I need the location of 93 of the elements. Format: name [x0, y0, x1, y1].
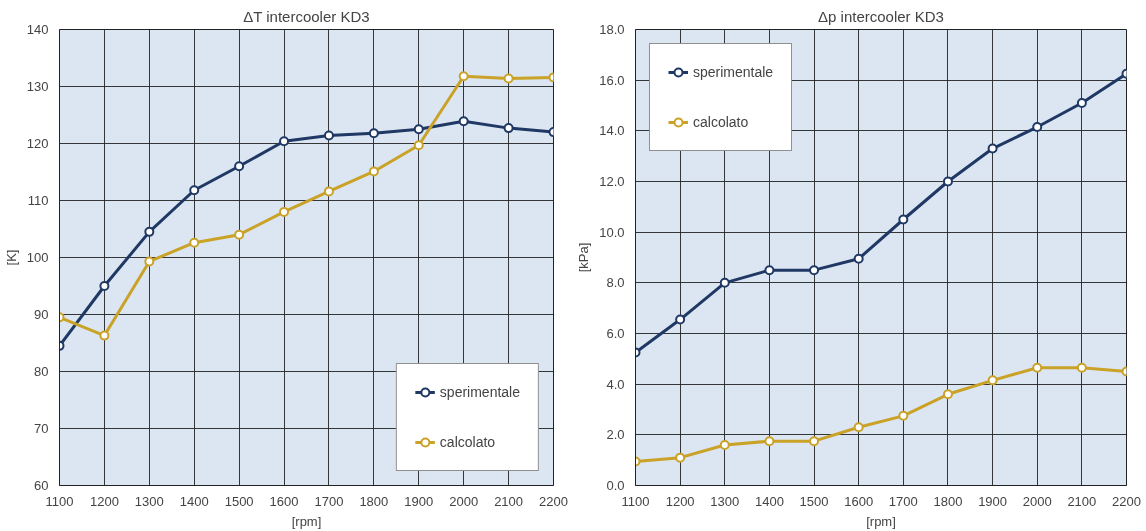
x-tick-label: 1200	[665, 493, 695, 509]
chart-title: Δp intercooler KD3	[818, 7, 944, 25]
point	[853, 253, 864, 264]
point	[144, 226, 155, 237]
legend-label: calcolato	[693, 114, 749, 130]
y-tick-label: 12.0	[599, 174, 625, 189]
x-tick-label: 2200	[539, 493, 568, 509]
point	[1076, 362, 1087, 373]
x-tick-label: 1500	[224, 493, 254, 509]
point	[809, 265, 820, 276]
x-tick-label: 2000	[449, 493, 479, 509]
point	[764, 265, 775, 276]
point	[719, 277, 730, 288]
point	[99, 281, 110, 291]
point	[942, 176, 953, 187]
y-tick-label: 60	[34, 478, 49, 493]
y-axis-title: [kPa]	[576, 242, 592, 273]
point	[1076, 97, 1087, 108]
x-tick-label: 1800	[933, 493, 963, 509]
point	[234, 161, 245, 172]
x-tick-label: 1400	[754, 493, 784, 509]
point	[987, 143, 998, 154]
x-tick-label: 2100	[494, 493, 524, 509]
legend-label: sperimentale	[439, 384, 520, 400]
y-tick-label: 14.0	[599, 123, 625, 139]
point	[99, 330, 110, 341]
y-tick-label: 10.0	[599, 224, 625, 240]
x-tick-label: 1100	[621, 493, 650, 509]
point	[234, 229, 245, 240]
point	[898, 410, 909, 421]
x-tick-label: 2000	[1022, 493, 1052, 509]
y-axis-title: [K]	[3, 249, 19, 266]
point	[898, 214, 909, 225]
point	[764, 436, 775, 447]
y-tick-label: 100	[26, 250, 49, 265]
x-axis-title: [rpm]	[866, 513, 896, 529]
point	[503, 123, 514, 134]
y-tick-label: 18.0	[599, 22, 625, 37]
point	[1032, 122, 1043, 133]
x-tick-label: 1800	[359, 493, 389, 509]
x-tick-label: 1300	[134, 493, 164, 509]
point	[458, 116, 469, 127]
point	[368, 166, 379, 177]
x-tick-label: 1900	[404, 493, 434, 509]
x-tick-label: 1600	[269, 493, 299, 509]
point	[189, 185, 200, 196]
y-tick-label: 16.0	[599, 72, 625, 88]
y-tick-label: 90	[34, 307, 49, 322]
y-tick-label: 6.0	[606, 326, 625, 341]
point	[987, 375, 998, 386]
point	[323, 130, 334, 141]
point	[413, 124, 424, 135]
point	[144, 256, 155, 267]
y-tick-label: 130	[26, 79, 49, 94]
y-tick-label: 70	[34, 421, 49, 436]
legend-label: calcolato	[439, 434, 496, 450]
y-tick-label: 8.0	[606, 275, 625, 291]
point	[279, 136, 290, 147]
point	[323, 186, 334, 197]
x-tick-label: 1900	[978, 493, 1008, 509]
x-tick-label: 2200	[1112, 493, 1141, 509]
x-tick-label: 1700	[888, 493, 918, 509]
x-tick-label: 1500	[799, 493, 829, 509]
x-tick-label: 1300	[710, 493, 740, 509]
x-tick-label: 1400	[179, 493, 209, 509]
y-tick-label: 120	[26, 136, 49, 151]
point	[675, 314, 686, 325]
chart-title: ΔT intercooler KD3	[243, 7, 370, 25]
point	[279, 206, 290, 217]
point	[368, 128, 379, 139]
x-tick-label: 2100	[1067, 493, 1097, 509]
point	[458, 71, 469, 82]
legend-label: sperimentale	[693, 64, 774, 80]
point	[1032, 362, 1043, 373]
point	[675, 452, 686, 463]
x-axis-title: [rpm]	[291, 513, 322, 529]
x-tick-label: 1600	[844, 493, 874, 509]
point	[809, 436, 820, 447]
point	[942, 389, 953, 400]
y-tick-label: 80	[34, 364, 49, 379]
point	[853, 422, 864, 433]
point	[413, 140, 424, 151]
y-tick-label: 4.0	[606, 376, 625, 392]
y-tick-label: 2.0	[606, 427, 625, 443]
point	[719, 439, 730, 450]
y-tick-label: 140	[26, 22, 49, 37]
x-tick-label: 1200	[89, 493, 119, 509]
y-tick-label: 0.0	[606, 478, 625, 493]
point	[503, 73, 514, 84]
x-tick-label: 1700	[314, 493, 344, 509]
point	[189, 237, 200, 248]
y-tick-label: 110	[27, 193, 49, 208]
x-tick-label: 1100	[45, 493, 74, 509]
